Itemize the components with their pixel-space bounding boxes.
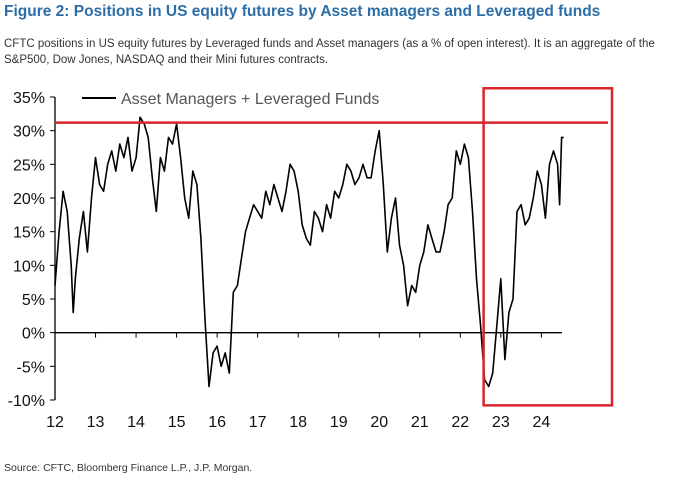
y-tick-label: 15% bbox=[13, 225, 45, 242]
y-tick-label: 30% bbox=[13, 124, 45, 141]
x-tick-label: 20 bbox=[370, 414, 388, 431]
x-tick-label: 14 bbox=[127, 414, 145, 431]
x-tick-label: 15 bbox=[168, 414, 186, 431]
y-tick-label: 10% bbox=[13, 258, 45, 275]
y-tick-label: 5% bbox=[22, 292, 45, 309]
x-tick-label: 12 bbox=[46, 414, 64, 431]
x-tick-label: 13 bbox=[87, 414, 105, 431]
y-tick-label: 25% bbox=[13, 157, 45, 174]
x-tick-label: 16 bbox=[208, 414, 226, 431]
x-tick-label: 18 bbox=[289, 414, 307, 431]
series-line bbox=[54, 116, 564, 388]
y-axis-tick-marks bbox=[50, 96, 55, 401]
y-tick-label: -5% bbox=[17, 359, 45, 376]
x-tick-label: 23 bbox=[492, 414, 510, 431]
legend-label: Asset Managers + Leveraged Funds bbox=[121, 91, 379, 108]
y-tick-label: 0% bbox=[22, 326, 45, 343]
x-tick-label: 21 bbox=[411, 414, 429, 431]
y-tick-label: 20% bbox=[13, 191, 45, 208]
x-tick-label: 24 bbox=[532, 414, 550, 431]
legend: Asset Managers + Leveraged Funds bbox=[82, 91, 379, 108]
y-tick-label: -10% bbox=[8, 393, 45, 410]
y-axis-tick-labels: 35% 30% 25% 20% 15% 10% 5% 0% -5% -10% bbox=[8, 90, 45, 410]
highlight-box-red bbox=[482, 87, 614, 407]
x-tick-label: 19 bbox=[330, 414, 348, 431]
figure-title: Figure 2: Positions in US equity futures… bbox=[4, 3, 601, 20]
y-tick-label: 35% bbox=[13, 90, 45, 107]
x-axis-tick-labels: 12 13 14 15 16 17 18 19 20 21 22 23 24 bbox=[46, 414, 550, 431]
figure-source: Source: CFTC, Bloomberg Finance L.P., J.… bbox=[4, 462, 253, 474]
figure-subtitle: CFTC positions in US equity futures by L… bbox=[4, 38, 655, 66]
x-tick-label: 17 bbox=[249, 414, 267, 431]
x-axis-tick-marks bbox=[54, 332, 542, 338]
x-tick-label: 22 bbox=[451, 414, 469, 431]
